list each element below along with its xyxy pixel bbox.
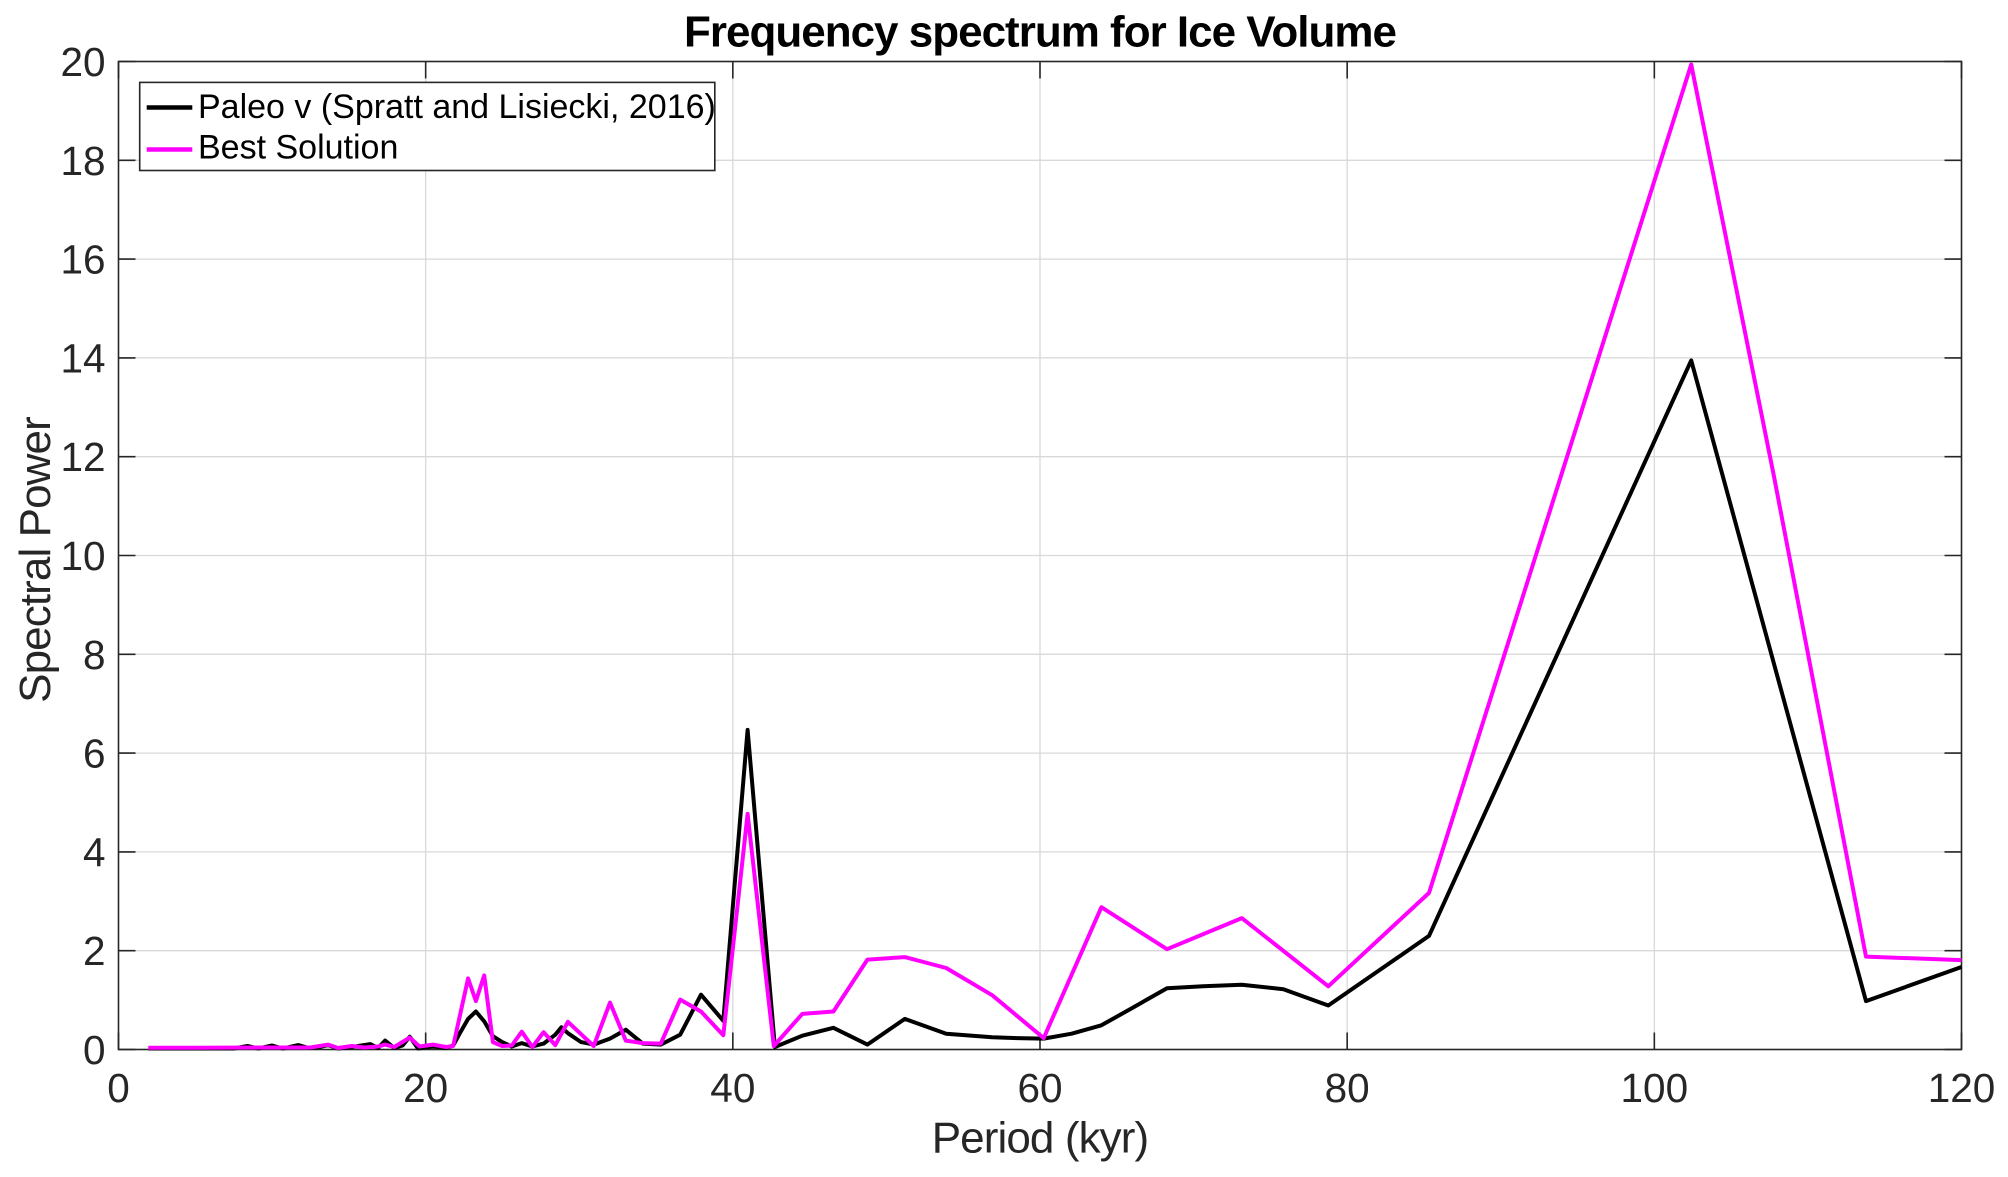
svg-text:14: 14 <box>60 335 105 381</box>
svg-text:16: 16 <box>60 237 105 283</box>
svg-text:100: 100 <box>1621 1065 1689 1111</box>
svg-text:Frequency spectrum for Ice Vol: Frequency spectrum for Ice Volume <box>684 8 1396 57</box>
svg-text:10: 10 <box>60 533 105 579</box>
svg-text:8: 8 <box>83 632 106 678</box>
svg-text:18: 18 <box>60 138 105 184</box>
svg-text:20: 20 <box>60 39 105 85</box>
svg-text:120: 120 <box>1928 1065 1996 1111</box>
svg-text:Best Solution: Best Solution <box>198 128 398 166</box>
svg-text:2: 2 <box>83 928 106 974</box>
svg-text:12: 12 <box>60 434 105 480</box>
svg-text:Paleo v (Spratt and Lisiecki,: Paleo v (Spratt and Lisiecki, 2016) <box>198 88 716 126</box>
svg-text:20: 20 <box>403 1065 448 1111</box>
svg-text:0: 0 <box>107 1065 130 1111</box>
svg-text:6: 6 <box>83 731 106 777</box>
svg-text:40: 40 <box>710 1065 755 1111</box>
svg-text:Spectral Power: Spectral Power <box>11 417 60 703</box>
svg-text:60: 60 <box>1017 1065 1062 1111</box>
svg-text:80: 80 <box>1325 1065 1370 1111</box>
svg-text:Period (kyr): Period (kyr) <box>932 1114 1149 1163</box>
svg-text:0: 0 <box>83 1027 106 1073</box>
svg-text:4: 4 <box>83 829 106 875</box>
